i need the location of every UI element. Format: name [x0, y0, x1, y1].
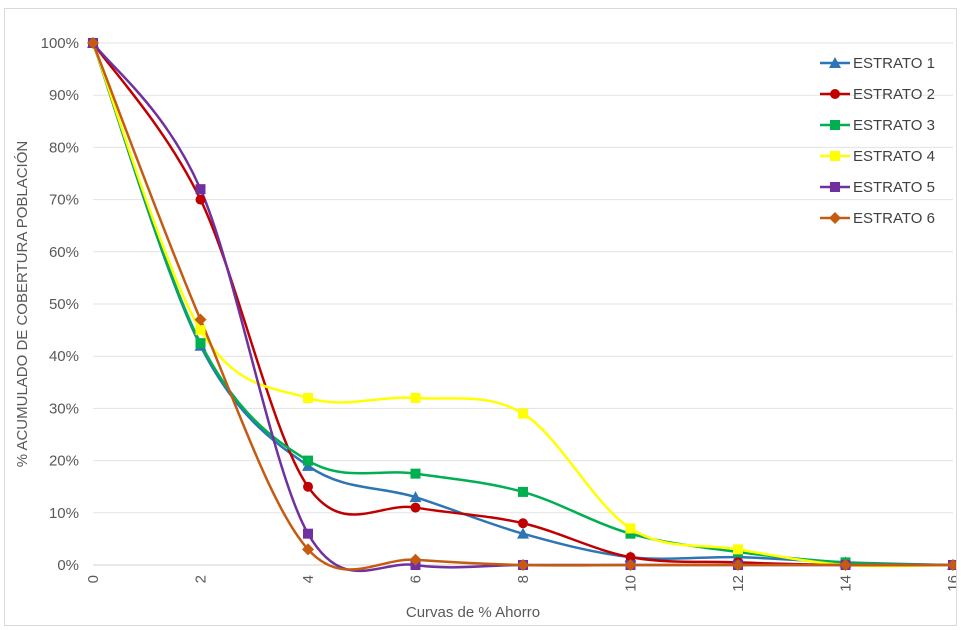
y-tick-label: 90%: [49, 87, 79, 104]
y-tick-labels: 0% 10% 20% 30% 40% 50% 60% 70% 80% 90% 100%: [41, 35, 79, 574]
x-tick-label: 6: [408, 575, 425, 583]
data-point-4: [625, 523, 636, 534]
data-point-2: [195, 194, 206, 205]
legend-marker: [830, 182, 840, 192]
y-tick-label: 50%: [49, 296, 79, 313]
line-chart: 0% 10% 20% 30% 40% 50% 60% 70% 80% 90% 100% 0 2 4 6 8 1…: [14, 35, 962, 621]
y-tick-label: 30%: [49, 400, 79, 417]
y-tick-label: 40%: [49, 348, 79, 365]
legend-marker: [829, 57, 841, 68]
y-tick-label: 10%: [49, 505, 79, 522]
data-point-4: [195, 325, 206, 336]
data-point-4: [410, 392, 421, 403]
y-tick-label: 20%: [49, 453, 79, 470]
data-point-6: [732, 559, 744, 571]
legend-label: ESTRATO 1: [853, 55, 935, 72]
legend: ESTRATO 1 ESTRATO 2 ESTRATO 3 ESTRATO 4 ESTR…: [820, 55, 935, 227]
data-point-4: [518, 408, 528, 419]
data-point-1: [517, 527, 529, 539]
x-tick-labels: 0 2 4 6 8 10 12 14 16: [85, 575, 962, 592]
data-point-4: [303, 392, 313, 403]
data-point-3: [625, 528, 636, 539]
chart-frame: 0% 10% 20% 30% 40% 50% 60% 70% 80% 90% 100% 0 2 4 6 8 1…: [4, 8, 962, 626]
y-tick-label: 0%: [57, 557, 79, 574]
legend-label: ESTRATO 3: [853, 117, 935, 134]
x-tick-label: 8: [515, 575, 532, 583]
data-point-6: [624, 559, 637, 571]
series-lines: [91, 42, 954, 573]
data-point-6: [839, 559, 852, 571]
y-tick-label: 100%: [41, 35, 79, 52]
y-axis-title: % ACUMULADO DE COBERTURA POBLACIÓN: [14, 141, 31, 467]
y-tick-label: 80%: [49, 139, 79, 156]
x-tick-label: 16: [945, 575, 956, 592]
data-point-3: [303, 455, 313, 466]
x-tick-label: 12: [730, 575, 747, 592]
data-point-6: [194, 313, 207, 326]
data-point-2: [410, 502, 421, 513]
series-markers: [87, 37, 959, 571]
legend-marker: [830, 120, 840, 130]
x-tick-label: 10: [623, 575, 640, 592]
data-point-3: [518, 486, 528, 497]
data-point-2: [303, 481, 313, 492]
x-tick-label: 4: [300, 575, 317, 583]
legend-label: ESTRATO 6: [853, 210, 935, 227]
data-point-6: [409, 553, 422, 566]
data-point-2: [625, 552, 636, 563]
data-point-5: [303, 528, 313, 539]
data-point-1: [409, 491, 422, 503]
data-point-4: [733, 544, 743, 555]
x-axis-title: Curvas de % Ahorro: [406, 604, 540, 621]
legend-marker: [830, 151, 840, 161]
x-tick-label: 14: [838, 575, 855, 592]
legend-label: ESTRATO 5: [853, 179, 935, 196]
x-tick-label: 0: [85, 575, 102, 583]
legend-label: ESTRATO 2: [853, 86, 935, 103]
data-point-5: [195, 184, 206, 195]
legend-marker: [830, 89, 840, 99]
y-tick-label: 70%: [49, 192, 79, 209]
data-point-3: [410, 468, 421, 479]
data-point-2: [518, 518, 528, 529]
gridlines: [93, 42, 953, 566]
legend-label: ESTRATO 4: [853, 148, 935, 165]
data-point-6: [302, 543, 314, 556]
legend-marker: [829, 212, 841, 224]
data-point-3: [195, 338, 206, 349]
data-point-6: [517, 559, 529, 571]
data-point-6: [87, 37, 99, 49]
y-tick-label: 60%: [49, 244, 79, 261]
x-tick-label: 2: [193, 575, 210, 583]
